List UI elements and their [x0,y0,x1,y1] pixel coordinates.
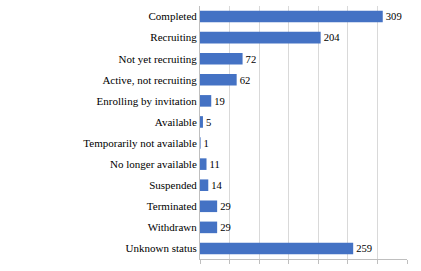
svg-text:72: 72 [246,54,257,65]
svg-text:Available: Available [155,116,197,128]
svg-text:5: 5 [206,117,211,128]
svg-text:204: 204 [324,32,341,43]
svg-text:Unknown status: Unknown status [126,242,197,254]
svg-text:29: 29 [220,201,231,212]
svg-text:Terminated: Terminated [147,200,197,212]
svg-text:Active, not recruiting: Active, not recruiting [102,74,197,86]
svg-text:14: 14 [211,180,222,191]
svg-text:309: 309 [386,11,402,22]
svg-text:Completed: Completed [149,10,198,22]
svg-text:Not yet recruiting: Not yet recruiting [119,53,198,65]
svg-text:Temporarily not available: Temporarily not available [83,137,197,149]
svg-text:Recruiting: Recruiting [150,31,197,43]
svg-text:No longer available: No longer available [110,158,197,170]
svg-text:29: 29 [220,222,231,233]
svg-text:19: 19 [214,96,225,107]
svg-text:62: 62 [240,75,251,86]
svg-text:Suspended: Suspended [149,179,197,191]
svg-text:259: 259 [356,243,372,254]
svg-text:Withdrawn: Withdrawn [148,221,198,233]
svg-text:11: 11 [210,159,220,170]
svg-text:1: 1 [204,138,209,149]
svg-text:Enrolling by invitation: Enrolling by invitation [97,95,198,107]
